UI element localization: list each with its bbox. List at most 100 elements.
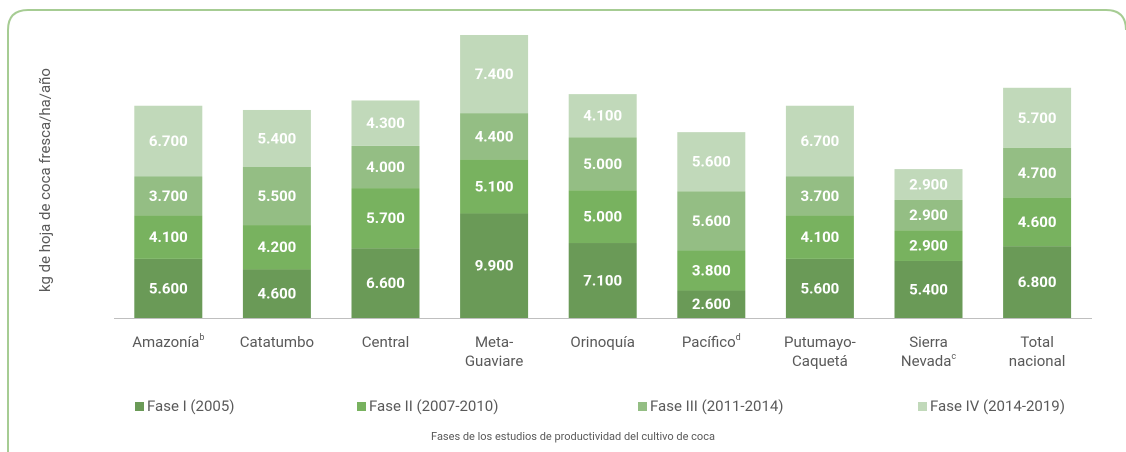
bar-segment (568, 190, 637, 244)
x-tick-label-text: Total (1020, 333, 1054, 351)
data-label: 5.600 (692, 212, 731, 230)
bar-segment (894, 199, 963, 231)
x-tick-label-text: Orinoquía (570, 333, 635, 351)
bar-segment (134, 258, 203, 318)
x-tick-label: Orinoquía (570, 333, 635, 351)
legend-label: Fase II (2007-2010) (369, 397, 498, 415)
bar-segment (242, 269, 311, 318)
frame (7, 9, 1126, 452)
bar-segment (1003, 197, 1072, 247)
legend-label: Fase I (2005) (147, 397, 235, 415)
legend-swatch (135, 402, 144, 411)
data-label: 6.700 (801, 132, 840, 150)
bar-segment (1003, 147, 1072, 198)
bar-segment (785, 258, 854, 318)
bar-segment (460, 34, 529, 114)
bar-segment (894, 230, 963, 261)
x-tick-label: Putumayo- (784, 333, 856, 351)
data-label: 6.700 (149, 132, 188, 150)
y-axis-label: kg de hoja de coca fresca/ha/año (36, 68, 54, 292)
bar-segment (460, 113, 529, 160)
data-label: 6.600 (366, 274, 405, 292)
bar-segment (134, 176, 203, 216)
bar-segment (677, 250, 746, 291)
data-label: 5.600 (692, 153, 731, 171)
x-tick-label: Sierra (909, 333, 948, 351)
x-tick-label-text: nacional (1009, 352, 1066, 370)
data-label: 5.600 (149, 279, 188, 297)
bar-segment (351, 248, 420, 318)
bar-segment (785, 176, 854, 216)
bar-segment (242, 225, 311, 270)
x-tick-label: Nevadac (901, 352, 957, 370)
data-label: 4.200 (258, 238, 297, 256)
bar-segment (460, 213, 529, 318)
data-label: 3.700 (149, 187, 188, 205)
x-tick-label: Central (362, 333, 410, 351)
data-label: 5.100 (475, 177, 514, 195)
data-label: 4.000 (366, 158, 405, 176)
x-tick-label-text: Sierra (909, 333, 948, 351)
legend-label: Fase IV (2014-2019) (930, 397, 1065, 415)
bar-segment (242, 109, 311, 167)
bar-segment (785, 215, 854, 259)
x-tick-label: Guaviare (465, 352, 524, 370)
x-tick-label-text: Putumayo- (784, 333, 856, 351)
x-tick-label: Pacíficod (682, 333, 741, 351)
data-label: 2.900 (909, 175, 948, 193)
bar-segment (677, 191, 746, 251)
legend-label: Fase III (2011-2014) (650, 397, 784, 415)
footnote-marker: b (199, 333, 204, 343)
bar-segment (677, 132, 746, 192)
bar-segment (677, 290, 746, 318)
x-tick-label: Catatumbo (240, 333, 314, 351)
bar-segment (242, 166, 311, 226)
data-label: 5.700 (366, 209, 405, 227)
data-label: 5.000 (583, 208, 622, 226)
x-axis-label: Fases de los estudios de productividad d… (431, 430, 715, 443)
bar-segment (351, 145, 420, 189)
data-label: 5.400 (258, 129, 297, 147)
data-label: 4.100 (583, 107, 622, 125)
data-label: 7.100 (583, 271, 622, 289)
bar-segment (134, 215, 203, 259)
bar-segment (1003, 246, 1072, 318)
data-label: 7.400 (475, 65, 514, 83)
data-label: 9.900 (475, 257, 514, 275)
bar-segment (351, 188, 420, 249)
legend-swatch (357, 402, 366, 411)
data-label: 5.700 (1018, 109, 1057, 127)
bar-segment (460, 159, 529, 214)
x-tick-label-text: Caquetá (792, 352, 848, 370)
data-label: 2.900 (909, 237, 948, 255)
x-tick-label-text: Guaviare (465, 352, 524, 370)
data-label: 4.100 (801, 228, 840, 246)
x-tick-label: Amazoníab (132, 333, 204, 351)
x-tick-label: nacional (1009, 352, 1066, 370)
bar-segment (351, 100, 420, 146)
x-tick-label: Total (1020, 333, 1054, 351)
data-label: 4.600 (1018, 213, 1057, 231)
data-label: 5.600 (801, 279, 840, 297)
x-tick-label-text: Amazonía (132, 333, 199, 351)
data-label: 4.400 (475, 127, 514, 145)
x-tick-label: Meta- (475, 333, 513, 351)
x-tick-label: Caquetá (792, 352, 848, 370)
bar-segment (785, 105, 854, 177)
x-tick-label-text: Central (362, 333, 410, 351)
data-label: 3.700 (801, 187, 840, 205)
data-label: 5.500 (258, 187, 297, 205)
x-tick-label-text: Meta- (475, 333, 513, 351)
bar-segment (568, 137, 637, 191)
data-label: 5.400 (909, 280, 948, 298)
data-label: 4.700 (1018, 164, 1057, 182)
bar-segment (568, 243, 637, 318)
bar-segment (894, 169, 963, 200)
data-label: 4.600 (258, 285, 297, 303)
bar-segment (1003, 87, 1072, 148)
data-label: 5.000 (583, 155, 622, 173)
x-tick-label-text: Nevada (901, 352, 952, 370)
legend-swatch (918, 402, 927, 411)
bar-segment (894, 260, 963, 318)
